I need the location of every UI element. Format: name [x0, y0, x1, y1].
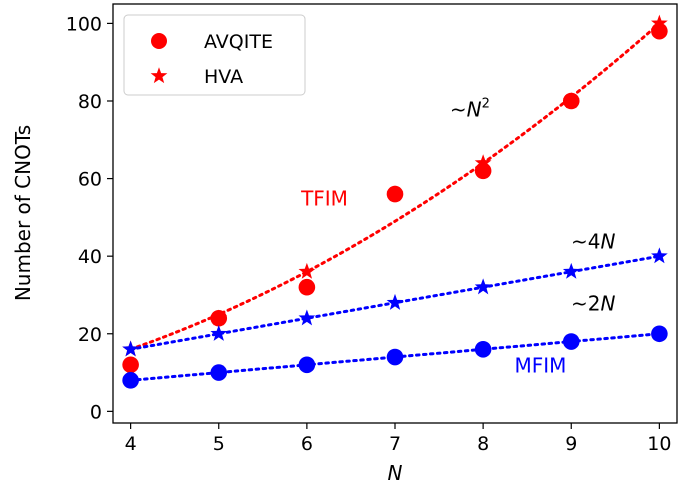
y-tick-label: 80	[78, 91, 102, 113]
data-point-circle	[474, 340, 492, 358]
annotations: TFIM MFIM ~N2 ~4N ~2N	[300, 97, 615, 378]
data-point-star	[386, 293, 404, 310]
data-point-star	[651, 247, 668, 264]
legend: AVQITE HVA	[123, 14, 306, 96]
data-point-star	[474, 278, 492, 295]
legend-marker-hva	[150, 67, 168, 84]
y-axis-title: Number of CNOTs	[11, 125, 35, 301]
data-point-star	[474, 154, 492, 171]
data-point-star	[298, 309, 316, 326]
x-tick-label: 9	[565, 433, 577, 455]
legend-box	[123, 14, 306, 96]
data-point-star	[386, 185, 404, 202]
legend-label-hva: HVA	[204, 66, 243, 88]
annotation-label: ~N2	[450, 97, 490, 122]
x-tick-label: 7	[389, 433, 401, 455]
x-tick-label: 5	[213, 433, 225, 455]
data-point-star	[562, 92, 580, 109]
y-tick-label: 100	[66, 13, 102, 35]
data-point-star	[210, 324, 228, 341]
y-tick-label: 20	[78, 324, 102, 346]
x-tick-label: 8	[477, 433, 489, 455]
data-point-star	[562, 262, 580, 279]
data-point-circle	[298, 278, 316, 296]
data-point-circle	[298, 356, 316, 374]
annotation-label: MFIM	[514, 354, 566, 378]
data-point-star	[122, 340, 139, 357]
data-point-circle	[651, 325, 668, 343]
x-tick-label: 10	[647, 433, 671, 455]
data-point-circle	[562, 333, 580, 350]
data-point-star	[210, 309, 228, 326]
data-point-circle	[386, 348, 404, 366]
data-point-star	[651, 14, 668, 31]
legend-label-avqite: AVQITE	[204, 31, 273, 53]
annotation-label: TFIM	[300, 187, 348, 211]
x-tick-label: 4	[125, 433, 137, 455]
annotation-label: ~2N	[571, 291, 615, 315]
y-tick-label: 40	[78, 246, 102, 268]
x-axis-title: N	[388, 461, 403, 485]
data-point-circle	[122, 372, 139, 389]
data-point-circle	[122, 356, 139, 374]
y-tick-label: 0	[90, 401, 102, 423]
annotation-label: ~4N	[571, 229, 615, 253]
data-point-star	[298, 262, 316, 279]
data-points	[122, 14, 668, 389]
x-tick-label: 6	[301, 433, 313, 455]
data-point-circle	[210, 364, 228, 381]
y-tick-label: 60	[78, 169, 102, 191]
legend-marker-avqite	[151, 33, 167, 49]
